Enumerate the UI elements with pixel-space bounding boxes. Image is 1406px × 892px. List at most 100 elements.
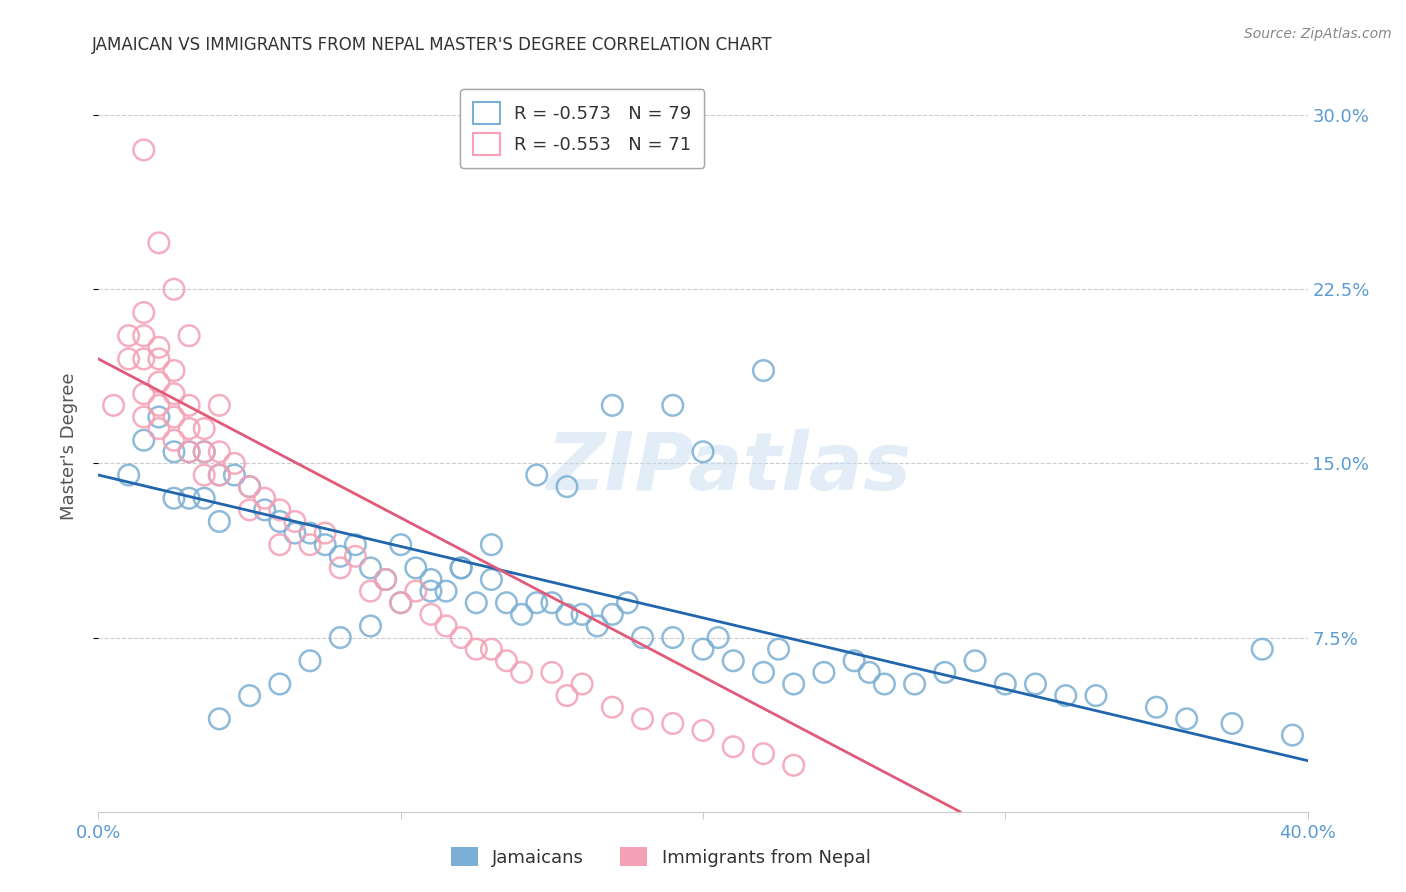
Point	[1175, 712, 1198, 726]
Point	[858, 665, 880, 680]
Point	[132, 143, 155, 157]
Point	[1251, 642, 1274, 657]
Point	[253, 491, 276, 506]
Point	[389, 596, 412, 610]
Point	[329, 561, 352, 575]
Point	[540, 665, 562, 680]
Point	[844, 654, 866, 668]
Point	[420, 607, 443, 622]
Point	[329, 549, 352, 564]
Point	[1054, 689, 1077, 703]
Point	[299, 538, 322, 552]
Point	[193, 445, 215, 459]
Point	[118, 351, 141, 366]
Point	[934, 665, 956, 680]
Point	[616, 596, 638, 610]
Point	[510, 607, 533, 622]
Point	[783, 677, 806, 691]
Y-axis label: Master's Degree: Master's Degree	[59, 372, 77, 520]
Point	[631, 712, 654, 726]
Text: ZIPatlas: ZIPatlas	[546, 429, 911, 507]
Point	[193, 445, 215, 459]
Point	[783, 758, 806, 772]
Point	[179, 445, 201, 459]
Point	[224, 468, 246, 483]
Point	[208, 468, 231, 483]
Point	[1220, 716, 1243, 731]
Point	[148, 409, 170, 424]
Point	[813, 665, 835, 680]
Point	[555, 480, 578, 494]
Point	[752, 747, 775, 761]
Point	[405, 584, 427, 599]
Point	[526, 468, 548, 483]
Point	[179, 421, 201, 435]
Point	[299, 526, 322, 541]
Point	[752, 363, 775, 377]
Point	[224, 457, 246, 471]
Point	[193, 491, 215, 506]
Point	[329, 631, 352, 645]
Point	[344, 538, 367, 552]
Point	[148, 235, 170, 250]
Point	[132, 386, 155, 401]
Point	[148, 421, 170, 435]
Point	[1144, 700, 1167, 714]
Point	[208, 398, 231, 412]
Point	[284, 515, 307, 529]
Point	[163, 386, 186, 401]
Point	[148, 340, 170, 354]
Point	[163, 409, 186, 424]
Point	[904, 677, 927, 691]
Point	[118, 468, 141, 483]
Point	[132, 433, 155, 447]
Point	[389, 596, 412, 610]
Point	[193, 468, 215, 483]
Point	[965, 654, 987, 668]
Point	[481, 642, 503, 657]
Point	[450, 561, 472, 575]
Point	[571, 607, 593, 622]
Point	[132, 305, 155, 319]
Point	[360, 619, 382, 633]
Point	[420, 573, 443, 587]
Point	[239, 503, 262, 517]
Legend: Jamaicans, Immigrants from Nepal: Jamaicans, Immigrants from Nepal	[444, 840, 877, 874]
Point	[269, 503, 291, 517]
Point	[495, 654, 517, 668]
Point	[179, 328, 201, 343]
Point	[465, 596, 488, 610]
Point	[405, 561, 427, 575]
Point	[163, 433, 186, 447]
Point	[132, 328, 155, 343]
Point	[707, 631, 730, 645]
Point	[752, 665, 775, 680]
Point	[1281, 728, 1303, 742]
Point	[692, 723, 714, 738]
Point	[692, 642, 714, 657]
Text: Source: ZipAtlas.com: Source: ZipAtlas.com	[1244, 27, 1392, 41]
Point	[374, 573, 396, 587]
Point	[723, 739, 745, 754]
Text: JAMAICAN VS IMMIGRANTS FROM NEPAL MASTER'S DEGREE CORRELATION CHART: JAMAICAN VS IMMIGRANTS FROM NEPAL MASTER…	[91, 36, 772, 54]
Point	[239, 480, 262, 494]
Point	[132, 351, 155, 366]
Point	[389, 538, 412, 552]
Point	[163, 363, 186, 377]
Point	[602, 607, 624, 622]
Point	[434, 584, 457, 599]
Point	[314, 538, 336, 552]
Point	[148, 375, 170, 389]
Point	[148, 351, 170, 366]
Point	[284, 526, 307, 541]
Point	[450, 631, 472, 645]
Point	[132, 409, 155, 424]
Point	[602, 398, 624, 412]
Point	[208, 712, 231, 726]
Point	[1024, 677, 1046, 691]
Point	[179, 445, 201, 459]
Point	[768, 642, 790, 657]
Point	[360, 584, 382, 599]
Point	[314, 526, 336, 541]
Point	[239, 480, 262, 494]
